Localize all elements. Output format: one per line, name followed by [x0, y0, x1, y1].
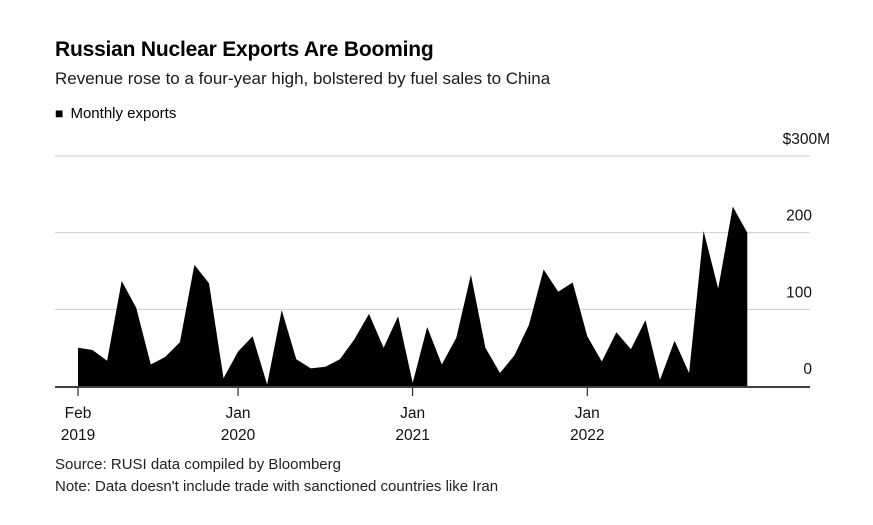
x-axis-label-month: Feb [65, 405, 92, 422]
area-series [78, 206, 748, 386]
y-axis-label: 100 [786, 284, 812, 301]
source-line: Source: RUSI data compiled by Bloomberg [55, 456, 341, 473]
legend-label: Monthly exports [70, 105, 177, 122]
chart-subtitle: Revenue rose to a four-year high, bolste… [55, 69, 551, 88]
x-axis-label-year: 2019 [61, 427, 95, 444]
x-axis-label-month: Jan [226, 405, 251, 422]
legend-square-icon: ■ [55, 104, 64, 121]
x-axis-label-year: 2022 [570, 427, 604, 444]
x-axis-label-year: 2020 [221, 427, 256, 444]
legend: ■ Monthly exports [55, 105, 176, 122]
y-axis-label: 0 [803, 361, 812, 378]
note-line: Note: Data doesn't include trade with sa… [55, 478, 499, 495]
y-axis-label: 200 [786, 208, 812, 225]
y-axis-label: $300M [783, 131, 830, 148]
x-axis-label-month: Jan [575, 405, 600, 422]
page-title: Russian Nuclear Exports Are Booming [55, 38, 434, 61]
x-axis-label-month: Jan [400, 405, 425, 422]
x-axis-label-year: 2021 [395, 427, 429, 444]
